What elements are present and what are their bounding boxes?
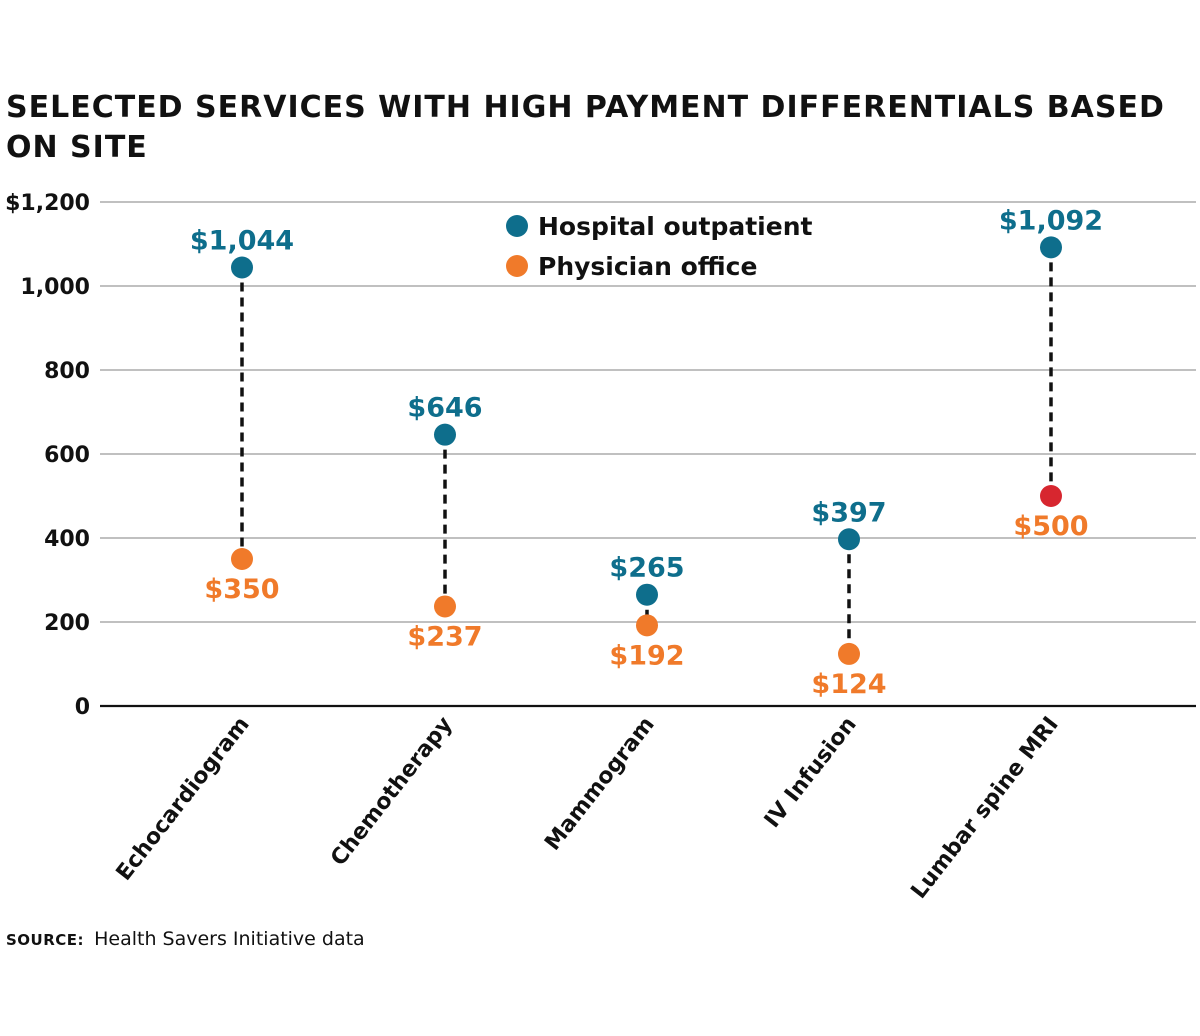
physician-office-label: $124 — [811, 669, 886, 700]
y-tick-label: 400 — [44, 527, 90, 552]
hospital-outpatient-point — [231, 256, 253, 279]
physician-office-point — [1040, 485, 1062, 507]
source-text: Health Savers Initiative data — [94, 928, 365, 950]
x-tick-label: Chemotherapy — [326, 712, 458, 871]
hospital-outpatient-point — [434, 423, 456, 446]
y-axis-ticks: 0 200 400 600 800 1,000 $1,200 — [5, 191, 90, 720]
hospital-outpatient-point — [636, 583, 658, 606]
legend-swatch — [506, 215, 528, 237]
physician-office-point — [434, 595, 456, 618]
y-tick-label: $1,200 — [5, 191, 90, 216]
data-points — [231, 236, 1062, 665]
source-note: SOURCE: Health Savers Initiative data — [6, 928, 365, 950]
hospital-outpatient-label: $265 — [609, 553, 684, 584]
source-label: SOURCE: — [6, 931, 85, 949]
legend-label: Physician office — [538, 252, 757, 281]
physician-office-point — [838, 642, 860, 665]
hospital-outpatient-label: $397 — [811, 497, 886, 528]
physician-office-label: $237 — [407, 621, 482, 652]
y-tick-label: 0 — [75, 695, 90, 720]
legend-label: Hospital outpatient — [538, 212, 813, 241]
physician-office-point — [636, 614, 658, 637]
x-tick-label: Lumbar spine MRI — [907, 712, 1064, 903]
physician-office-label: $500 — [1013, 511, 1088, 542]
data-labels: $1,044 $350 $646 $237 $265 $192 $397 $124 $1,092… — [190, 205, 1103, 700]
y-tick-label: 600 — [44, 443, 90, 468]
x-tick-label: Mammogram — [540, 712, 659, 855]
hospital-outpatient-label: $1,044 — [190, 226, 294, 257]
x-axis-ticks: Echocardiogram Chemotherapy Mammogram IV In… — [112, 712, 1064, 903]
physician-office-label: $192 — [609, 640, 684, 671]
gridlines — [100, 201, 1196, 708]
hospital-outpatient-label: $646 — [407, 393, 482, 424]
legend-swatch — [506, 255, 528, 277]
chart-title: SELECTED SERVICES WITH HIGH PAYMENT DIFF… — [6, 90, 1165, 165]
hospital-outpatient-point — [838, 528, 860, 551]
physician-office-label: $350 — [204, 574, 279, 605]
hospital-outpatient-point — [1040, 236, 1062, 259]
physician-office-point — [231, 548, 253, 570]
legend: Hospital outpatient Physician office — [506, 212, 813, 281]
y-tick-label: 200 — [44, 611, 90, 636]
hospital-outpatient-label: $1,092 — [999, 205, 1103, 236]
x-tick-label: Echocardiogram — [112, 712, 255, 885]
x-tick-label: IV Infusion — [760, 712, 862, 832]
y-tick-label: 1,000 — [20, 275, 90, 300]
y-tick-label: 800 — [44, 359, 90, 384]
